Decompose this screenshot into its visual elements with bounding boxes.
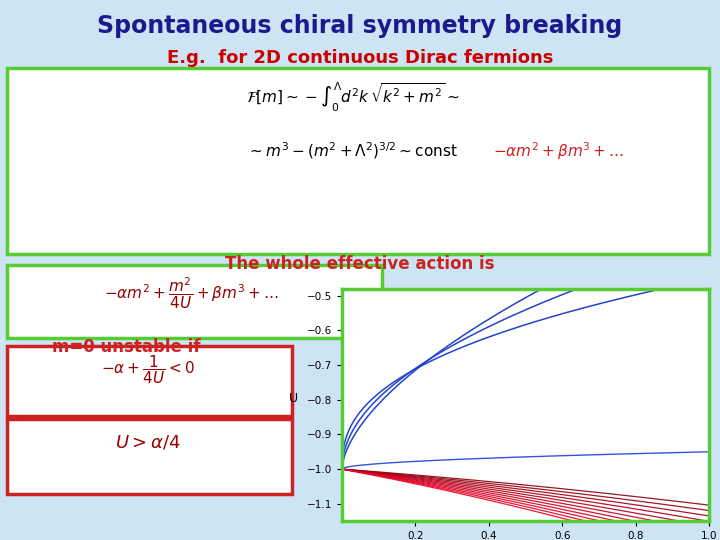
FancyBboxPatch shape [7, 68, 709, 254]
Text: $\mathcal{F}[m] \sim -\int_0^{\Lambda} d^2k\,\sqrt{k^2+m^2} \sim$: $\mathcal{F}[m] \sim -\int_0^{\Lambda} d… [246, 81, 459, 114]
FancyBboxPatch shape [7, 265, 382, 338]
Y-axis label: U: U [289, 392, 297, 405]
FancyBboxPatch shape [7, 346, 292, 416]
Text: m=0 unstable if: m=0 unstable if [52, 338, 200, 355]
Text: E.g.  for 2D continuous Dirac fermions: E.g. for 2D continuous Dirac fermions [167, 49, 553, 66]
Text: The whole effective action is: The whole effective action is [225, 255, 495, 273]
Text: $U > \alpha/4$: $U > \alpha/4$ [114, 433, 181, 451]
Text: $-\alpha + \dfrac{1}{4U} < 0$: $-\alpha + \dfrac{1}{4U} < 0$ [101, 354, 194, 387]
Text: Spontaneous chiral symmetry breaking: Spontaneous chiral symmetry breaking [97, 14, 623, 37]
Text: $\sim m^3 - (m^2+\Lambda^2)^{3/2} \sim \mathrm{const}$: $\sim m^3 - (m^2+\Lambda^2)^{3/2} \sim \… [248, 140, 458, 161]
Text: $-\alpha m^2 + \dfrac{m^2}{4U} + \beta m^3 + \ldots$: $-\alpha m^2 + \dfrac{m^2}{4U} + \beta m… [104, 275, 278, 311]
FancyBboxPatch shape [7, 418, 292, 494]
Text: $-\alpha m^2 + \beta m^3 + \ldots$: $-\alpha m^2 + \beta m^3 + \ldots$ [493, 140, 624, 162]
